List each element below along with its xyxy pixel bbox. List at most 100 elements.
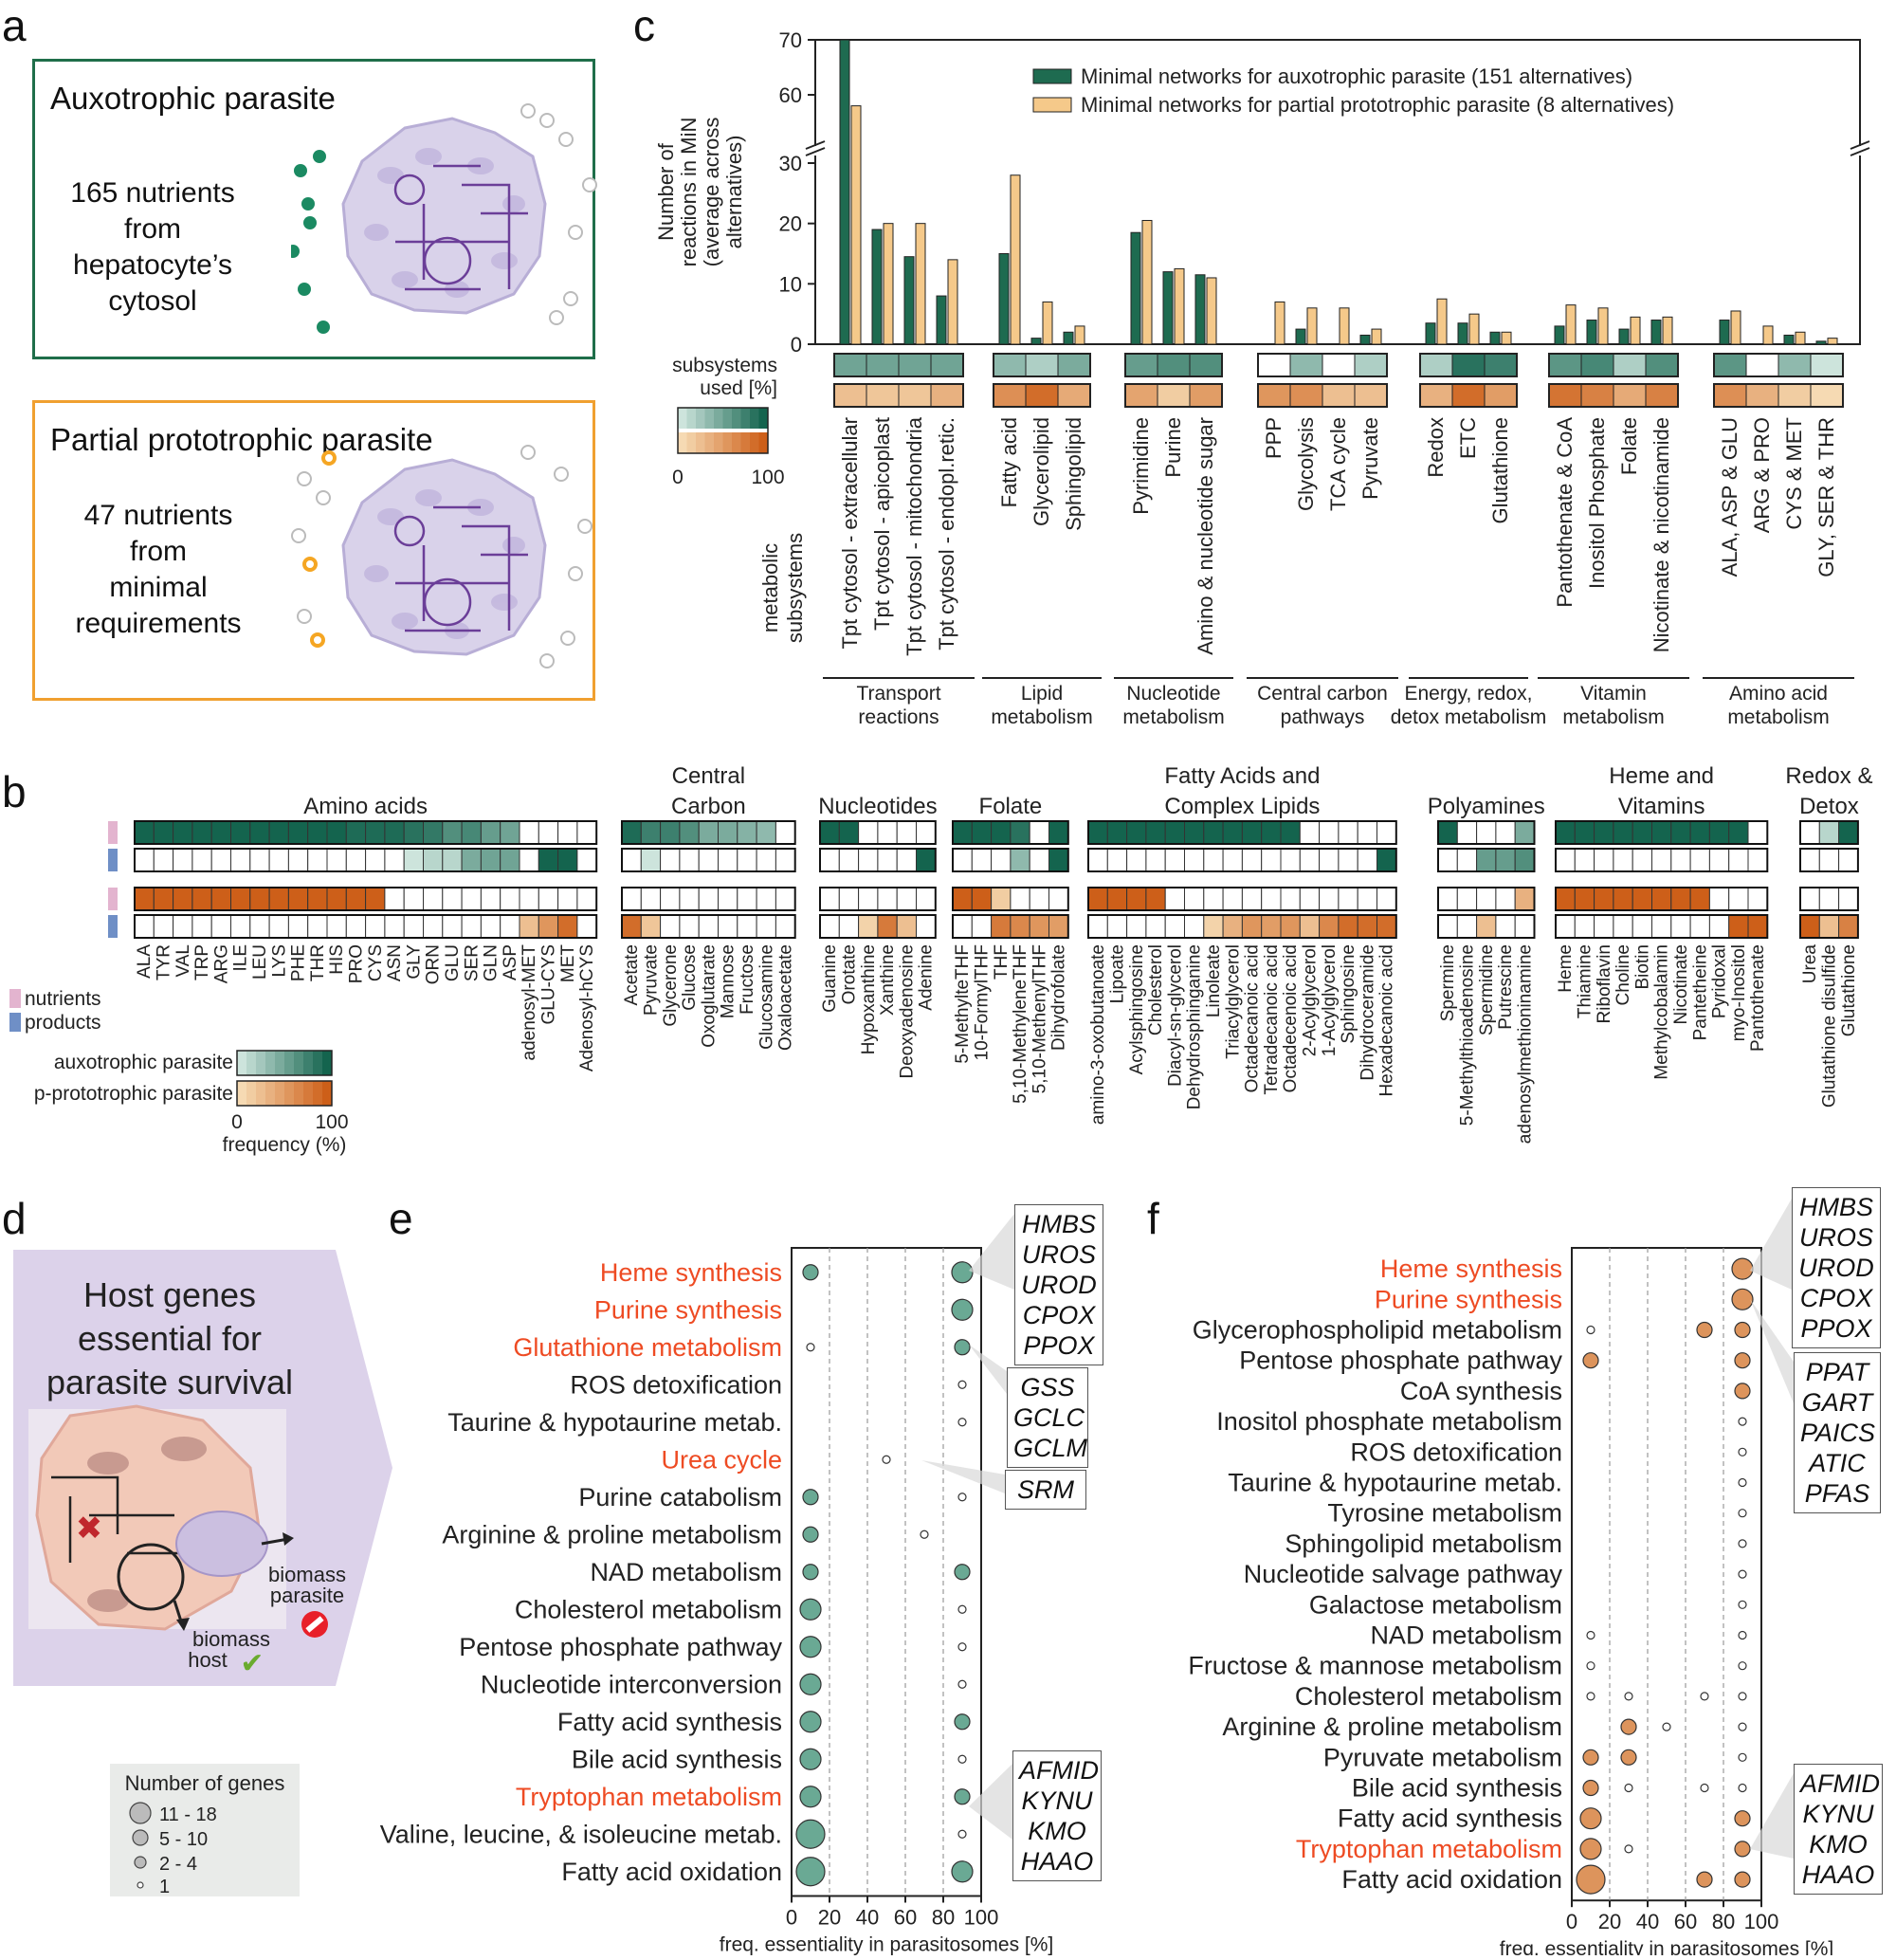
gene: UROD [1798, 1254, 1874, 1282]
b-column-label: TYR [154, 944, 173, 980]
c-bar-aux [1783, 334, 1795, 345]
c-scale-green-step [722, 408, 732, 429]
b-cell-partial-nutrient [500, 887, 520, 911]
b-cell-partial-nutrient [640, 887, 662, 911]
legend-bubble-single [137, 1881, 144, 1889]
gene: KYNU [1802, 1800, 1874, 1828]
gene: AFMID [1800, 1769, 1880, 1798]
b-cell-partial-product [1376, 914, 1397, 939]
c-usage-row-frame [833, 353, 964, 377]
b-row-frame [1555, 820, 1769, 845]
b-scale-label-aux: auxotrophic parasite [54, 1052, 233, 1073]
chart-e-bubble [799, 1711, 822, 1733]
b-cell-partial-nutrient [877, 887, 898, 911]
chart-f-x-tick-label: 100 [1744, 1910, 1779, 1933]
b-cell-partial-nutrient [1184, 887, 1205, 911]
b-cell-aux-product [1818, 848, 1840, 872]
b-cell-partial-product [1670, 914, 1691, 939]
b-cell-aux-product [191, 848, 212, 872]
b-legend-products: products [25, 1012, 101, 1034]
b-cell-aux-product [1261, 848, 1282, 872]
chart-e-bubble [957, 1380, 967, 1389]
b-row-frame [1087, 887, 1397, 911]
c-scale-min: 0 [672, 467, 684, 488]
b-cell-aux-product [991, 848, 1012, 872]
b-column-label: Guanine [820, 944, 840, 1013]
b-column-label: Dihydroceramide [1358, 944, 1377, 1081]
b-row-frame [819, 848, 937, 872]
b-column-label: 5-Methylthioadenosine [1457, 944, 1477, 1126]
b-cell-partial-nutrient [916, 887, 937, 911]
panel-label-b: b [2, 767, 27, 816]
c-subsystem-label: GLY, SER & THR [1814, 417, 1838, 577]
chart-e-row-label: Nucleotide interconversion [481, 1670, 782, 1698]
c-usage-cell-aux [1613, 353, 1647, 377]
b-cell-partial-product [838, 914, 860, 939]
b-column-label: ASP [501, 944, 520, 980]
chart-e-row-label: Tryptophan metabolism [516, 1783, 782, 1811]
c-bar-partial [1501, 331, 1512, 345]
b-cell-partial-product [1747, 914, 1768, 939]
b-cell-aux-nutrient [423, 820, 444, 845]
c-usage-cell-partial [1322, 383, 1356, 408]
chart-f-bubble [1586, 1325, 1595, 1335]
b-cell-aux-product [210, 848, 231, 872]
b-column-label: Linoleate [1204, 944, 1224, 1017]
b-cell-aux-nutrient [1594, 820, 1614, 845]
c-legend-swatch-aux [1032, 68, 1072, 84]
b-scale-orange-step [322, 1081, 332, 1106]
b-cell-aux-nutrient [1319, 820, 1340, 845]
b-column-label: ALA [135, 944, 155, 979]
b-group-title: Fatty Acids and [1164, 763, 1320, 789]
b-cell-aux-nutrient [1437, 820, 1458, 845]
b-cell-aux-product [1613, 848, 1633, 872]
b-cell-aux-product [230, 848, 251, 872]
c-subsystem-label: Pantothenate & CoA [1553, 417, 1577, 608]
b-cell-partial-product [1280, 914, 1301, 939]
b-group-title: Folate [979, 794, 1043, 819]
b-cell-aux-nutrient [442, 820, 463, 845]
chart-e-x-label: freq. essentiality in parasitosomes [%] [720, 1934, 1054, 1956]
b-cell-partial-nutrient [191, 887, 212, 911]
b-cell-aux-product [971, 848, 993, 872]
chart-e-bubble [957, 1604, 967, 1614]
b-cell-partial-nutrient [1106, 887, 1128, 911]
parasite-network [393, 164, 528, 291]
chart-e-x-tick-label: 20 [818, 1906, 841, 1930]
gene: PPOX [1800, 1314, 1872, 1343]
b-cell-aux-nutrient [1338, 820, 1358, 845]
b-cell-aux-nutrient [718, 820, 738, 845]
b-column-label: SER [462, 944, 482, 981]
b-legend-swatch-nutrients [9, 989, 21, 1008]
c-usage-cell-aux [1484, 353, 1518, 377]
c-bar-partial [1206, 277, 1217, 345]
c-x-side-label-1: metabolic [758, 543, 782, 632]
chart-f-bubble [1586, 1661, 1595, 1671]
b-column-label: Glutathione [1839, 944, 1859, 1036]
c-y-tick-label: 0 [791, 333, 802, 357]
b-row-frame [1437, 887, 1536, 911]
b-cell-partial-product [519, 914, 539, 939]
c-bar-partial [1730, 310, 1741, 345]
c-subsystem-label: Fatty acid [997, 417, 1021, 507]
b-cell-partial-nutrient [737, 887, 757, 911]
b-cell-aux-product [737, 848, 757, 872]
c-bar-aux [871, 229, 883, 345]
chart-e-bubble [802, 1489, 819, 1506]
c-scale-orange-step [758, 432, 768, 453]
e-callout-heme [969, 1214, 1014, 1290]
b-cell-aux-product [1241, 848, 1263, 872]
b-cell-aux-nutrient [1357, 820, 1377, 845]
b-group-title: Complex Lipids [1164, 794, 1320, 819]
aux-title: Auxotrophic parasite [50, 81, 336, 116]
legend-title: Number of genes [125, 1771, 285, 1795]
b-column-label: Hexadecanoic acid [1377, 944, 1397, 1097]
b-cell-partial-nutrient [1164, 887, 1185, 911]
c-usage-cell-partial [1778, 383, 1812, 408]
gene: PFAS [1804, 1479, 1870, 1508]
c-bar-partial [1565, 304, 1577, 345]
b-cell-partial-nutrient [1048, 887, 1069, 911]
chart-f-bubble [1579, 1838, 1602, 1860]
b-cell-partial-product [249, 914, 270, 939]
chart-f-bubble [1586, 1630, 1595, 1640]
